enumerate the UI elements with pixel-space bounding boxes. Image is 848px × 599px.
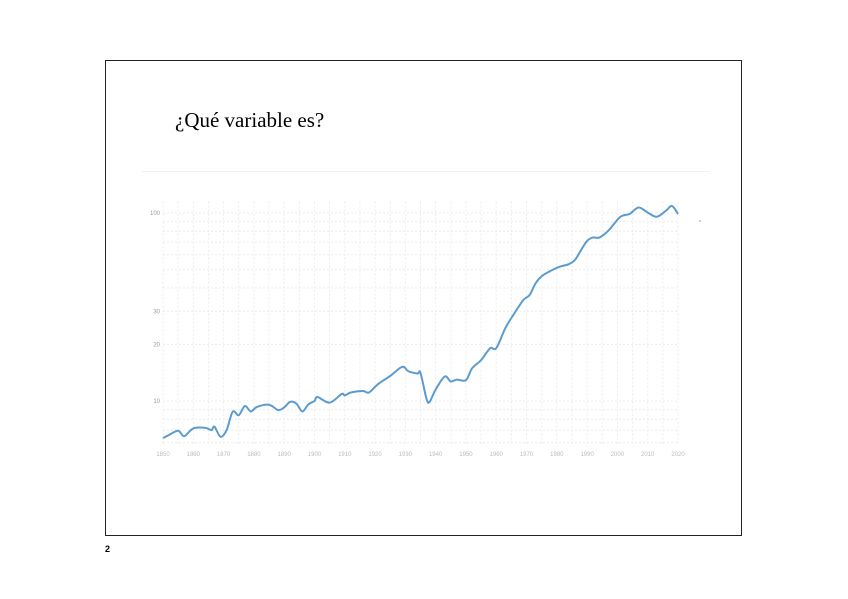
- x-tick-label: 1930: [399, 452, 413, 458]
- x-tick-label: 1900: [308, 452, 322, 458]
- y-tick-label: 100: [150, 211, 161, 217]
- x-tick-label: 2000: [611, 452, 625, 458]
- chart-top-border: [142, 171, 710, 172]
- x-tick-label: 1850: [156, 452, 170, 458]
- x-tick-label: 2020: [671, 452, 685, 458]
- y-tick-label: 30: [153, 309, 160, 315]
- slide-frame: [105, 60, 742, 536]
- stray-dot: [699, 220, 701, 222]
- x-tick-label: 1960: [490, 452, 504, 458]
- x-tick-label: 1910: [338, 452, 352, 458]
- x-tick-label: 1880: [247, 452, 261, 458]
- x-tick-label: 1950: [459, 452, 473, 458]
- x-tick-label: 1940: [429, 452, 443, 458]
- x-tick-label: 1970: [520, 452, 534, 458]
- x-tick-label: 1990: [580, 452, 594, 458]
- x-tick-label: 1890: [277, 452, 291, 458]
- x-tick-label: 1980: [550, 452, 564, 458]
- y-tick-label: 20: [153, 342, 160, 348]
- x-tick-label: 1920: [368, 452, 382, 458]
- slide-title: ¿Qué variable es?: [175, 108, 325, 132]
- page-number: 2: [105, 544, 111, 554]
- data-series-line: [162, 204, 679, 439]
- x-tick-label: 2010: [641, 452, 655, 458]
- y-tick-label: 10: [153, 399, 160, 405]
- x-tick-label: 1860: [187, 452, 201, 458]
- x-tick-label: 1870: [217, 452, 231, 458]
